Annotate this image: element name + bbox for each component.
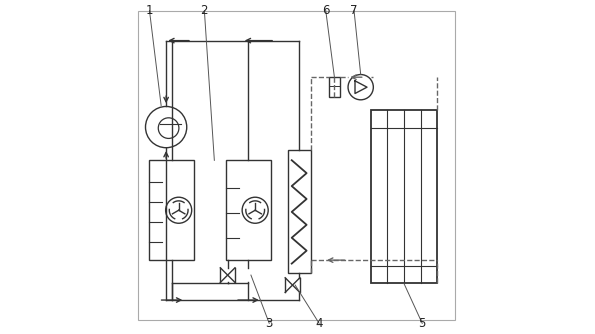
Bar (287, 150, 311, 274)
Text: 7: 7 (350, 4, 358, 17)
Text: 4: 4 (315, 317, 323, 330)
Text: 2: 2 (201, 4, 208, 17)
Text: 6: 6 (322, 4, 330, 17)
Text: 3: 3 (265, 317, 273, 330)
Bar (329, 77, 340, 97)
Bar (371, 111, 437, 284)
Bar (226, 160, 271, 260)
Bar (149, 160, 195, 260)
Text: 1: 1 (146, 4, 154, 17)
Text: 5: 5 (418, 317, 426, 330)
